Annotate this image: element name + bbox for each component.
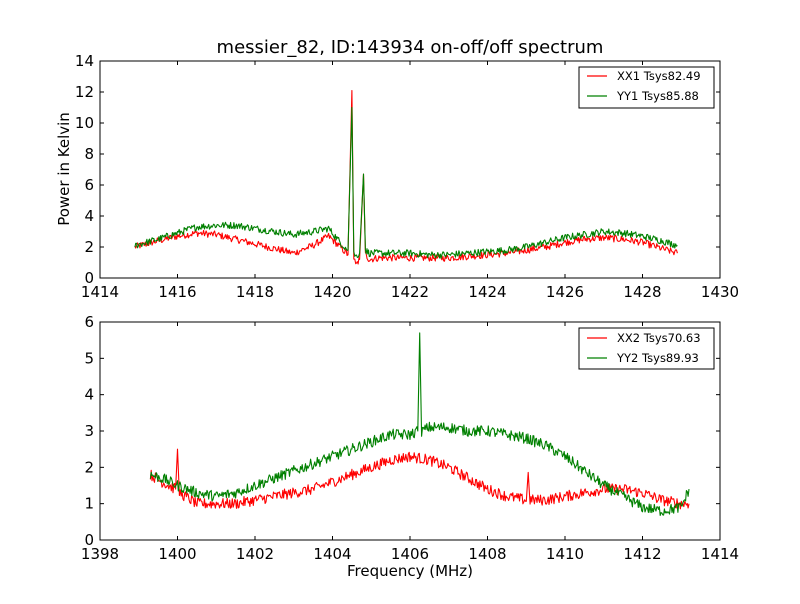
bottom-xtick-label: 1404 [313,545,351,563]
bottom-x-axis-label: Frequency (MHz) [347,562,473,580]
top-subplot: messier_82, ID:143934 on-off/off spectru… [55,37,739,301]
bottom-xtick-label: 1412 [623,545,661,563]
top-ytick-label: 0 [84,269,94,287]
series-line-yy2 [149,332,690,517]
top-xtick-label: 1420 [313,283,351,301]
top-ytick-label: 6 [84,176,94,194]
bottom-ytick-label: 6 [84,313,94,331]
top-legend-box [578,66,715,109]
bottom-xtick-label: 1408 [468,545,506,563]
top-xtick-label: 1424 [468,283,506,301]
top-xtick-label: 1430 [701,283,739,301]
top-ticks-group: 1414 1416 1418 1420 1422 1424 1426 1428 1430 0 2 4 6… [75,52,739,301]
top-xtick-label: 1418 [236,283,274,301]
bottom-ytick-label: 1 [84,495,94,513]
top-ytick-label: 2 [84,238,94,256]
top-series-group [134,89,678,265]
series-line-xx2 [149,448,690,510]
series-line-yy1 [134,106,678,259]
bottom-legend: XX2 Tsys70.63 YY2 Tsys89.93 [578,327,715,370]
bottom-ytick-label: 4 [84,386,94,404]
legend-label-xx1: XX1 Tsys82.49 [617,69,701,83]
bottom-legend-box [578,327,715,370]
bottom-xtick-label: 1414 [701,545,739,563]
bottom-plot-frame [99,321,721,541]
bottom-ytick-label: 5 [84,349,94,367]
bottom-ytick-label: 0 [84,531,94,549]
bottom-ytick-label: 2 [84,458,94,476]
top-legend: XX1 Tsys82.49 YY1 Tsys85.88 [578,66,715,109]
bottom-xtick-label: 1406 [391,545,429,563]
bottom-ytick-label: 3 [84,422,94,440]
bottom-subplot: Frequency (MHz) 1398 1400 1402 1404 1406 1408… [81,313,739,580]
bottom-xtick-label: 1410 [546,545,584,563]
legend-label-xx2: XX2 Tsys70.63 [617,331,701,345]
top-ytick-label: 10 [75,114,94,132]
bottom-series-group [149,332,690,517]
top-xtick-label: 1426 [546,283,584,301]
top-xtick-label: 1416 [158,283,196,301]
top-ytick-label: 14 [75,52,94,70]
top-xtick-label: 1428 [623,283,661,301]
legend-label-yy1: YY1 Tsys85.88 [616,89,699,103]
top-ytick-label: 12 [75,83,94,101]
chart-title: messier_82, ID:143934 on-off/off spectru… [217,37,604,58]
top-ytick-label: 4 [84,207,94,225]
top-plot-frame [99,60,721,279]
legend-label-yy2: YY2 Tsys89.93 [616,351,699,365]
series-line-xx1 [134,89,678,265]
top-ytick-label: 8 [84,145,94,163]
top-y-axis-label: Power in Kelvin [55,112,73,226]
top-xtick-label: 1422 [391,283,429,301]
bottom-xtick-label: 1398 [81,545,119,563]
top-xtick-label: 1414 [81,283,119,301]
bottom-xtick-label: 1400 [158,545,196,563]
bottom-xtick-label: 1402 [236,545,274,563]
bottom-ticks-group: 1398 1400 1402 1404 1406 1408 1410 1412 1414 0 1 2 3… [81,313,739,563]
